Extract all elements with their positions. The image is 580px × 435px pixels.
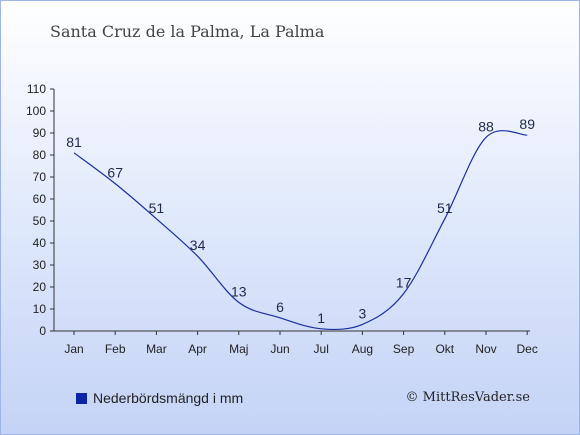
x-tick-label: Sep	[393, 342, 415, 356]
y-tick-label: 90	[33, 126, 47, 140]
y-tick-label: 0	[39, 324, 46, 338]
x-tick-label: Nov	[475, 342, 496, 356]
data-label: 34	[190, 237, 206, 253]
chart-legend: Nederbördsmängd i mm	[76, 390, 243, 406]
series-line	[73, 130, 528, 331]
data-label: 1	[317, 310, 325, 326]
legend-label: Nederbördsmängd i mm	[93, 390, 244, 406]
data-label: 3	[359, 305, 367, 321]
data-label: 51	[437, 200, 453, 216]
data-label: 17	[396, 275, 412, 291]
data-label: 13	[231, 283, 247, 299]
y-tick-label: 40	[33, 236, 47, 250]
y-tick-label: 100	[26, 104, 46, 118]
data-label: 88	[478, 118, 494, 134]
x-tick-label: Apr	[188, 342, 207, 356]
data-label: 89	[519, 116, 535, 132]
y-tick-label: 60	[33, 192, 47, 206]
data-label: 51	[149, 200, 165, 216]
data-label: 81	[66, 134, 82, 150]
x-tick-label: Jul	[314, 342, 329, 356]
x-tick-label: Dec	[517, 342, 538, 356]
credit-text: © MittResVader.se	[405, 390, 530, 405]
y-tick-label: 50	[33, 214, 47, 228]
y-tick-label: 70	[33, 170, 47, 184]
legend-swatch	[76, 392, 87, 404]
y-tick-label: 10	[33, 302, 47, 316]
y-tick-label: 20	[33, 280, 47, 294]
x-tick-label: Feb	[105, 342, 126, 356]
y-tick-label: 30	[33, 258, 47, 272]
y-tick-label: 80	[33, 148, 47, 162]
y-tick-label: 110	[27, 82, 46, 96]
x-tick-label: Mar	[146, 342, 167, 356]
x-tick-label: Okt	[435, 342, 454, 356]
data-label: 67	[107, 165, 123, 181]
x-tick-label: Maj	[229, 342, 248, 356]
page-title: Santa Cruz de la Palma, La Palma	[50, 22, 325, 41]
x-tick-label: Jun	[270, 342, 289, 356]
x-tick-label: Jan	[64, 342, 83, 356]
data-label: 6	[276, 299, 284, 315]
x-tick-label: Aug	[352, 342, 373, 356]
